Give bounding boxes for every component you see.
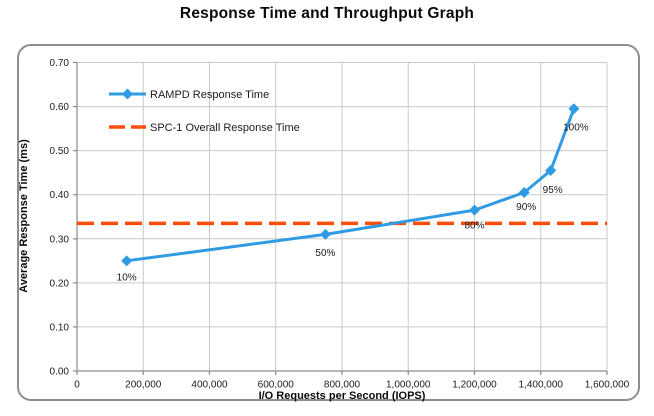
plot-area: 0.00 0.10 0.20 0.30 0.40 0.50 0.60 0.70 0 200,000… [50,58,630,391]
data-point-label: 10% [117,272,137,283]
data-point-diamond-icon [469,204,480,216]
legend-label-rampd: RAMPD Response Time [150,89,269,101]
x-axis-title: I/O Requests per Second (IOPS) [259,390,426,402]
x-tick-label: 200,000 [125,380,162,391]
x-tick-label: 1,000,000 [386,380,431,391]
data-point-diamond-icon [319,228,331,240]
x-tick-label: 400,000 [191,380,228,391]
data-point-label: 90% [516,202,536,213]
data-point-diamond-icon [545,164,557,176]
data-point-label: 100% [563,122,589,133]
legend-label-spc1: SPC-1 Overall Response Time [150,122,300,134]
legend-diamond-marker-icon [122,88,133,100]
y-tick-label: 0.60 [50,102,70,113]
data-point-diamond-icon [568,103,580,115]
x-tick-label: 1,400,000 [519,380,564,391]
x-tick-label: 600,000 [258,380,295,391]
chart-title: Response Time and Throughput Graph [179,5,475,22]
data-point-label: 80% [464,221,484,232]
y-tick-label: 0.00 [50,367,70,378]
x-tick-label: 0 [74,380,80,391]
y-tick-label: 0.20 [50,278,70,289]
legend: RAMPD Response Time SPC-1 Overall Respon… [109,88,300,134]
legend-item-spc1: SPC-1 Overall Response Time [109,122,300,134]
data-point-label: 95% [543,185,563,196]
y-tick-label: 0.70 [50,58,70,69]
x-tick-label: 1,200,000 [452,380,497,391]
data-point-label: 50% [315,248,335,259]
data-point-diamond-icon [518,187,530,199]
x-tick-label: 1,600,000 [585,380,630,391]
series-line-rampd [125,107,576,263]
y-tick-label: 0.10 [50,322,70,333]
data-point-diamond-icon [121,255,133,267]
legend-item-rampd: RAMPD Response Time [109,88,269,101]
y-axis-title: Average Response Time (ms) [18,139,30,293]
x-tick-label: 800,000 [324,380,361,391]
y-tick-label: 0.50 [50,146,70,157]
y-tick-label: 0.40 [50,190,70,201]
y-tick-label: 0.30 [50,234,70,245]
